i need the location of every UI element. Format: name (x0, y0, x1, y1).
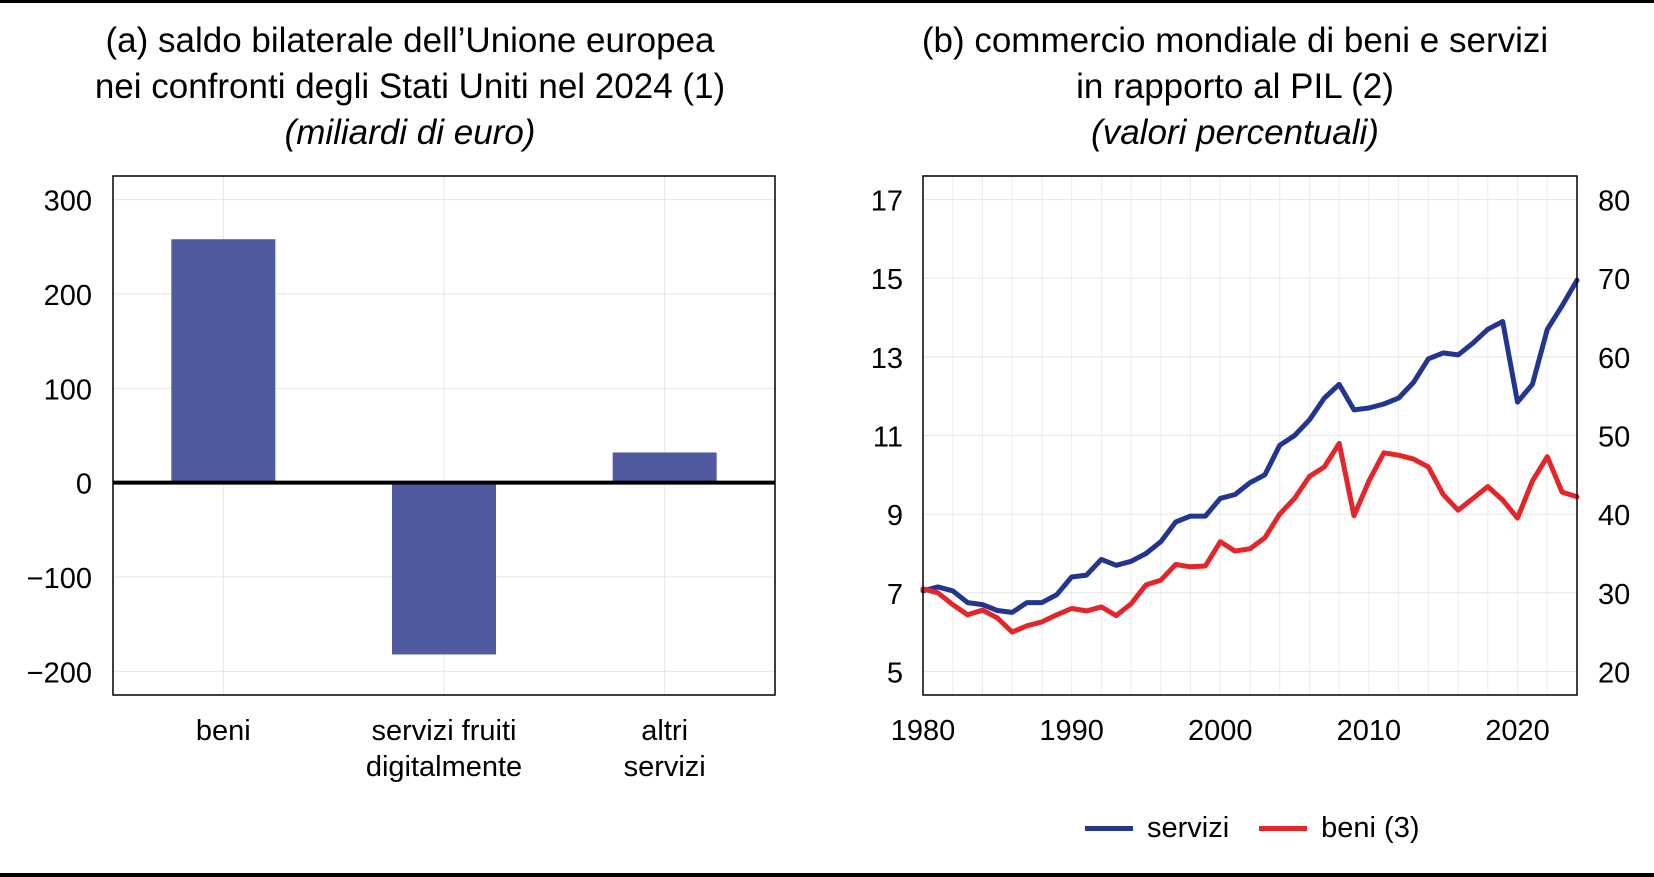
bar (171, 239, 276, 483)
legend-servizi-label: servizi (1147, 811, 1230, 844)
plot-frame (922, 175, 1578, 696)
y-right-tick-label: 30 (1598, 579, 1630, 611)
bar (392, 482, 496, 655)
panel-b-subtitle: (valori percentuali) (1091, 113, 1379, 152)
plot-frame (112, 175, 776, 696)
y-left-tick-label: 5 (887, 657, 903, 689)
panel-a-title-line-1: (a) saldo bilaterale dell’Unione europea (105, 21, 715, 60)
panel-a-title: (a) saldo bilaterale dell’Unione europea… (20, 18, 800, 156)
x-tick-label: servizi (624, 751, 706, 783)
y-tick-label: 200 (44, 280, 92, 312)
y-left-tick-label: 9 (887, 500, 903, 532)
y-right-tick-label: 60 (1598, 343, 1630, 375)
x-tick-label: digitalmente (366, 751, 522, 783)
y-left-tick-label: 17 (871, 186, 903, 218)
y-tick-label: 0 (76, 469, 92, 501)
legend-beni-label: beni (3) (1321, 811, 1420, 844)
bottom-rule (0, 873, 1654, 877)
y-right-tick-label: 20 (1598, 657, 1630, 689)
x-tick-label: 2000 (1188, 715, 1253, 747)
x-tick-label: altri (641, 715, 688, 747)
y-right-tick-label: 80 (1598, 186, 1630, 218)
top-rule (0, 0, 1654, 3)
series-line-servizi (920, 277, 1580, 615)
y-left-tick-label: 15 (871, 264, 903, 296)
y-right-tick-label: 70 (1598, 264, 1630, 296)
legend-beni-swatch (1259, 825, 1308, 831)
panel-b-title-line-1: (b) commercio mondiale di beni e servizi (921, 21, 1549, 60)
x-tick-label: 2020 (1485, 715, 1550, 747)
x-tick-label: 1990 (1039, 715, 1104, 747)
panel-a-subtitle: (miliardi di euro) (284, 113, 536, 152)
y-tick-label: −100 (27, 563, 92, 595)
y-tick-label: 100 (44, 374, 92, 406)
panel-a-title-line-2: nei confronti degli Stati Uniti nel 2024… (94, 67, 726, 106)
panel-b-title: (b) commercio mondiale di beni e servizi… (835, 18, 1635, 156)
y-tick-label: 300 (44, 186, 92, 218)
y-left-tick-label: 7 (887, 579, 903, 611)
legend: servizi beni (3) (1085, 808, 1420, 848)
x-tick-label: 2010 (1337, 715, 1402, 747)
y-tick-label: −200 (27, 657, 92, 689)
x-tick-label: servizi fruiti (371, 715, 516, 747)
x-tick-label: beni (196, 715, 251, 747)
y-left-tick-label: 11 (873, 422, 903, 454)
y-right-tick-label: 50 (1598, 422, 1630, 454)
y-left-tick-label: 13 (871, 343, 903, 375)
bar (612, 452, 717, 483)
panel-b-title-line-2: in rapporto al PIL (2) (1076, 67, 1394, 106)
legend-servizi-swatch (1085, 825, 1133, 831)
series-line-beni (920, 440, 1580, 635)
x-tick-label: 1980 (891, 715, 956, 747)
y-right-tick-label: 40 (1598, 500, 1630, 532)
